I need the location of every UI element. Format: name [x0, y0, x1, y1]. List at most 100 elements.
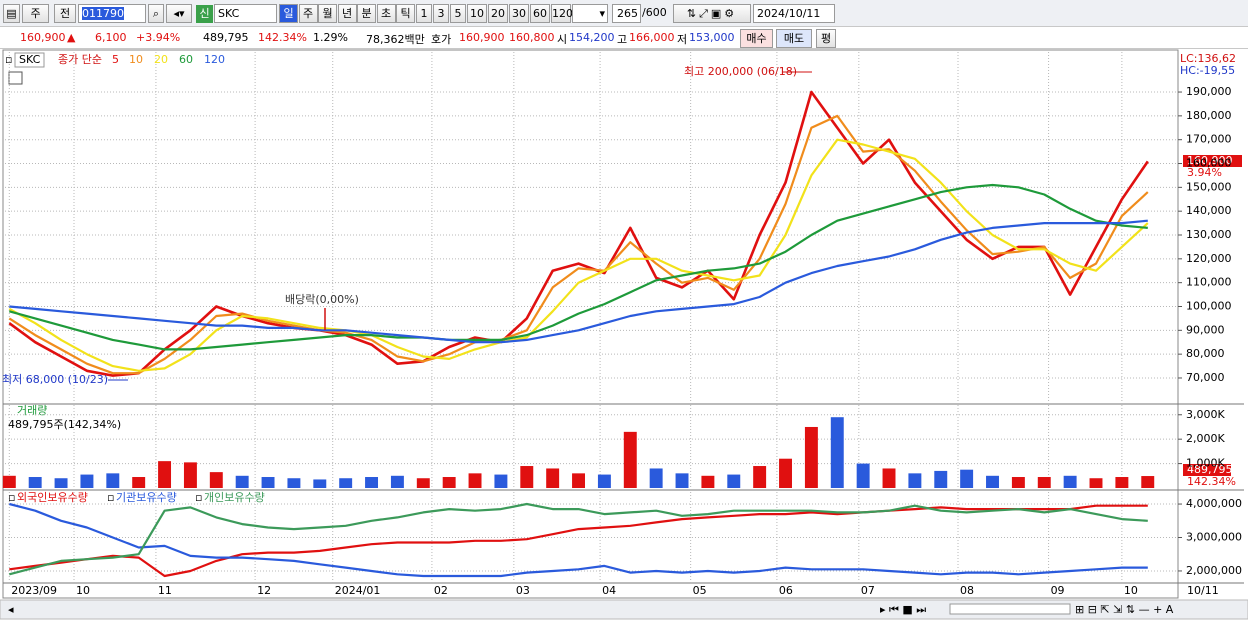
turnover: 1.29% [313, 31, 348, 44]
period-button[interactable]: 분 [357, 4, 376, 23]
volume-bar [1011, 477, 1025, 488]
period-button[interactable]: 년 [337, 4, 357, 23]
scroll-left[interactable]: ◂ [8, 603, 14, 616]
annotation: 최고 200,000 (06/18) [684, 65, 797, 78]
legend-entry: 5 [112, 53, 119, 66]
volume-bar [287, 478, 301, 488]
x-tick-label: 12 [257, 584, 271, 597]
volume-bar [908, 473, 922, 488]
date-input[interactable]: 2024/10/11 [753, 4, 835, 23]
name-input[interactable]: SKC [214, 4, 277, 23]
volume-bar [365, 477, 379, 488]
legend-entry: 기관보유수량 [116, 491, 177, 504]
series-line [8, 90, 1149, 377]
y-tick-label: 120,000 [1186, 252, 1232, 265]
legend-entry: 60 [179, 53, 193, 66]
period-button[interactable]: 주 [298, 4, 318, 23]
search[interactable]: ⌕ [148, 4, 164, 23]
x-tick-label: 09 [1051, 584, 1065, 597]
legend-marker: ▫ [195, 491, 202, 504]
volume-bar [701, 475, 715, 488]
bid: 160,800 [509, 31, 555, 44]
volume-bar [313, 479, 327, 488]
x-tick-label: 10 [1124, 584, 1138, 597]
y-tick-label: 2,000,000 [1186, 564, 1242, 577]
interval-button[interactable]: 10 [467, 4, 487, 23]
volume-bar [442, 477, 456, 488]
zoom-controls[interactable]: ⊞ ⊟ ⇱ ⇲ ⇅ — + A [1075, 603, 1174, 616]
period-type[interactable]: 주 [22, 4, 49, 23]
interval-button[interactable]: 3 [433, 4, 449, 23]
badge: 신 [196, 5, 213, 23]
volume: 489,795 [203, 31, 249, 44]
table-icon[interactable] [8, 71, 23, 85]
lc-label: LC:136,62 [1180, 52, 1236, 65]
y-tick-label: 140,000 [1186, 204, 1232, 217]
series-line [9, 502, 1148, 576]
scrollbar[interactable] [0, 599, 1248, 620]
buy-button[interactable]: 매수 [740, 29, 773, 48]
interval-dropdown[interactable]: ▾ [572, 4, 608, 23]
y-tick-label: 100,000 [1186, 299, 1232, 312]
chart-name: SKC [19, 53, 41, 66]
volume-bar [856, 463, 870, 488]
avg-button[interactable]: 평 [816, 29, 836, 48]
count-input[interactable]: 265 [612, 4, 641, 23]
interval-button[interactable]: 60 [530, 4, 550, 23]
legend-marker: ▫ [107, 491, 114, 504]
period-button[interactable]: 틱 [396, 4, 415, 23]
x-tick-label: 02 [434, 584, 448, 597]
y-tick-label: 170,000 [1186, 133, 1232, 146]
change-sign: ▲ [67, 31, 76, 44]
hc-label: HC:-19,55 [1180, 64, 1235, 77]
volume-bar [54, 478, 68, 488]
y-tick-label: 160,000 [1186, 157, 1232, 170]
legend-entry: 개인보유수량 [204, 491, 265, 504]
y-tick-label: 130,000 [1186, 228, 1232, 241]
period-button[interactable]: 초 [376, 4, 396, 23]
volume-bar [1115, 477, 1129, 488]
y-tick-label: 110,000 [1186, 276, 1232, 289]
volume-bar [106, 473, 120, 488]
legend-entry: 120 [204, 53, 225, 66]
period-button[interactable]: 월 [318, 4, 337, 23]
volume-bar [804, 426, 818, 488]
scroll-controls[interactable]: ▸ ⏮ ■ ⏭ [880, 603, 926, 616]
volume-bar [986, 475, 999, 488]
interval-button[interactable]: 120 [551, 4, 573, 23]
series-line [9, 504, 1148, 578]
last-volume-tag [1183, 464, 1231, 476]
menu-icon[interactable]: ▤ [3, 4, 20, 23]
volume-rate: 142.34% [258, 31, 307, 44]
tool-icons[interactable]: ⇅⤢▣⚙ [673, 4, 751, 23]
volume-bar [209, 472, 223, 488]
interval-button[interactable]: 20 [488, 4, 508, 23]
ask: 160,900 [459, 31, 505, 44]
volume-bar [494, 474, 508, 488]
low-label: 저 [677, 33, 688, 46]
volume-bar [1063, 475, 1077, 488]
x-tick-label: 04 [602, 584, 616, 597]
sound[interactable]: ◂▾ [166, 4, 192, 23]
y-tick-label: 70,000 [1186, 371, 1225, 384]
interval-button[interactable]: 1 [416, 4, 432, 23]
prev-button[interactable]: 전 [54, 4, 76, 23]
interval-button[interactable]: 30 [509, 4, 529, 23]
sell-button[interactable]: 매도 [776, 29, 812, 48]
interval-button[interactable]: 5 [450, 4, 466, 23]
volume-bar [727, 474, 741, 488]
period-button[interactable]: 일 [279, 4, 298, 23]
x-tick-label: 2024/01 [335, 584, 381, 597]
legend-entry: 외국인보유수량 [17, 491, 88, 504]
volume-bar [1089, 478, 1103, 488]
change: 6,100 [95, 31, 127, 44]
code: 011790 [82, 7, 124, 20]
volume-bar [753, 466, 767, 488]
x-tick-label: 11 [158, 584, 172, 597]
last-price-tag [1183, 155, 1242, 167]
zoom-slider[interactable] [949, 603, 1071, 615]
last-volume: 489,795 [1187, 463, 1233, 476]
code-input[interactable]: 011790 [78, 4, 146, 23]
